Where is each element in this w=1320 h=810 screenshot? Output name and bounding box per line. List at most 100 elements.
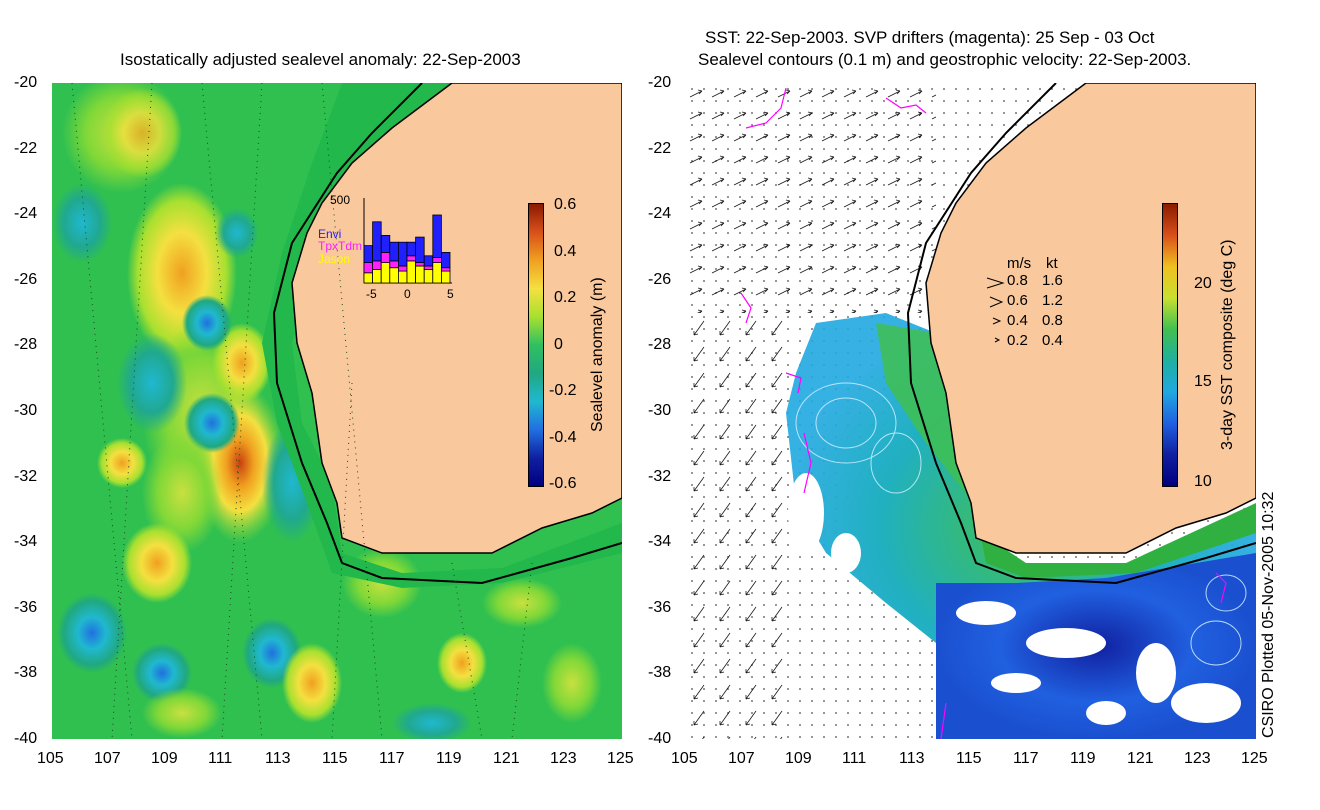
inset-xtick-0: 0 [404,287,411,301]
inset-bar-envi [432,214,442,258]
right-y-tick: -36 [648,598,672,616]
inset-bar-jason [380,262,391,284]
left-colorbar-tick: 0.6 [554,196,577,213]
left-x-tick: 117 [379,750,405,767]
left-x-tick: 121 [493,750,520,767]
left-x-tick: 115 [322,750,348,767]
right-colorbar-tick: 15 [1194,373,1212,390]
right-y-tick: -20 [648,74,672,91]
right-panel-title-line1: SST: 22-Sep-2003. SVP drifters (magenta)… [705,28,1155,47]
inset-xtick-5: 5 [447,287,454,301]
left-colorbar-tick: -0.2 [549,382,577,399]
left-x-tick: 107 [94,750,121,767]
inset-bar-tpx [380,252,391,264]
right-map [686,83,1256,739]
right-y-tick: -40 [648,730,672,747]
left-colorbar-label: Sealevel anomaly (m) [589,277,606,432]
inset-bar-chart: 500 Envi TpxTdm Jason -5 0 5 [318,193,454,301]
inset-legend-jason: Jason [318,252,350,266]
left-colorbar-tick: -0.6 [549,475,577,492]
left-x-tick: 109 [151,750,178,767]
left-y-tick: -38 [14,664,38,682]
inset-bar-envi [440,252,451,269]
left-colorbar-tick: 0 [554,335,563,353]
right-colorbar-label: 3-day SST composite (deg C) [1219,239,1236,450]
inset-bar-envi [398,241,408,267]
inset-bar-tpx [432,257,442,263]
speed-legend-ms-value: 0.4 [1007,312,1028,329]
credit-text: CSIRO Plotted 05-Nov-2005 10:32 [1260,491,1277,738]
left-colorbar [528,203,544,487]
speed-legend-ms-value: 0.6 [1007,292,1028,309]
left-colorbar-tick: 0.2 [554,289,577,306]
speed-legend-kt-value: 1.6 [1042,272,1063,289]
inset-bar-tpx [398,265,408,272]
inset-legend-envi: Envi [318,227,341,241]
right-y-tick: -28 [648,336,672,354]
inset-bar-envi [389,241,399,262]
speed-legend-kt-value: 1.2 [1042,292,1063,309]
speed-legend-kt-value: 0.4 [1042,332,1063,349]
inset-bar-envi [423,255,434,267]
speed-legend-arrows [986,277,1005,343]
inset-bar-envi [406,241,417,257]
right-x-tick: 115 [956,750,982,767]
left-y-tick: -22 [14,139,38,157]
left-y-tick: -32 [14,467,38,485]
right-y-tick: -26 [648,270,672,288]
right-x-tick: 111 [842,750,867,767]
left-panel-title: Isostatically adjusted sealevel anomaly:… [120,50,521,69]
left-y-tick: -40 [14,730,38,747]
left-x-tick: 123 [550,750,577,767]
inset-bar-tpx [415,262,425,267]
inset-bar-tpx [389,260,399,269]
inset-bar-jason [406,260,417,284]
inset-bar-tpx [363,262,374,274]
inset-bar-envi [415,236,425,263]
left-x-tick: 105 [37,750,64,767]
left-y-tick: -36 [14,598,38,616]
left-x-tick: 113 [265,750,291,767]
inset-ymax-label: 500 [330,193,350,207]
speed-legend-header-ms: m/s [1007,255,1032,272]
speed-legend-ms-value: 0.2 [1007,332,1028,349]
left-y-tick: -20 [14,74,38,91]
left-colorbar-tick: 0.4 [554,242,577,260]
right-y-tick: -38 [648,664,672,682]
inset-bar-jason [415,265,425,284]
left-y-tick: -24 [14,205,38,223]
inset-bar-jason [398,270,408,284]
right-x-tick: 119 [1070,750,1096,767]
right-x-tick: 107 [728,750,755,767]
inset-bar-tpx [423,265,434,270]
right-x-tick: 109 [785,750,812,767]
right-x-tick: 125 [1241,750,1268,767]
speed-legend-kt-value: 0.8 [1042,312,1063,329]
inset-bar-envi [380,235,391,253]
right-x-tick: 123 [1184,750,1211,767]
left-y-tick: -28 [14,336,38,354]
right-colorbar-tick: 10 [1194,473,1212,490]
right-x-tick: 121 [1127,750,1154,767]
inset-bar-tpx [440,267,451,272]
inset-bar-jason [432,262,442,284]
right-y-tick: -22 [648,139,672,157]
right-y-tick: -30 [648,402,672,419]
left-y-tick: -26 [14,270,38,288]
speed-legend-ms-value: 0.8 [1007,272,1028,289]
left-x-tick: 119 [436,750,462,767]
inset-bar-envi [363,245,374,263]
left-x-tick: 111 [208,750,233,767]
inset-bar-jason [389,267,399,284]
right-y-tick: -24 [648,205,672,223]
inset-bar-tpx [372,260,382,270]
left-y-tick: -34 [14,533,38,551]
inset-bar-jason [372,269,382,284]
right-panel-title-line2: Sealevel contours (0.1 m) and geostrophi… [698,50,1192,69]
inset-bar-tpx [406,255,417,262]
left-colorbar-tick: -0.4 [549,428,577,446]
right-x-tick: 117 [1013,750,1039,767]
right-colorbar-tick: 20 [1194,275,1212,292]
left-y-tick: -30 [14,402,38,419]
right-y-tick: -34 [648,533,672,551]
